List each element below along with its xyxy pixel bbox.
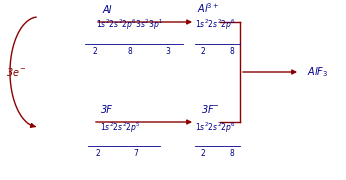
Text: 8: 8 — [230, 149, 234, 158]
Text: 8: 8 — [230, 47, 234, 56]
Text: 3: 3 — [166, 47, 171, 56]
Text: 3F$^{-}$: 3F$^{-}$ — [201, 103, 219, 115]
Text: $1s^22s^22p^5$: $1s^22s^22p^5$ — [100, 121, 140, 135]
Text: 2: 2 — [93, 47, 97, 56]
Text: Al$^{3+}$: Al$^{3+}$ — [197, 1, 219, 15]
Text: 3F: 3F — [101, 105, 113, 115]
Text: AlF$_3$: AlF$_3$ — [307, 65, 328, 79]
Text: $1s^22s^22p^6$: $1s^22s^22p^6$ — [194, 18, 236, 32]
Text: $1s^22s^22p^6$: $1s^22s^22p^6$ — [194, 121, 236, 135]
Text: 3e$^-$: 3e$^-$ — [6, 66, 27, 78]
Text: 2: 2 — [201, 47, 206, 56]
Text: $1s^22s^22p^63s^23p^1$: $1s^22s^22p^63s^23p^1$ — [96, 18, 164, 32]
Text: 2: 2 — [95, 149, 100, 158]
Text: 7: 7 — [134, 149, 138, 158]
Text: 2: 2 — [201, 149, 206, 158]
Text: Al: Al — [102, 5, 112, 15]
Text: 8: 8 — [128, 47, 133, 56]
